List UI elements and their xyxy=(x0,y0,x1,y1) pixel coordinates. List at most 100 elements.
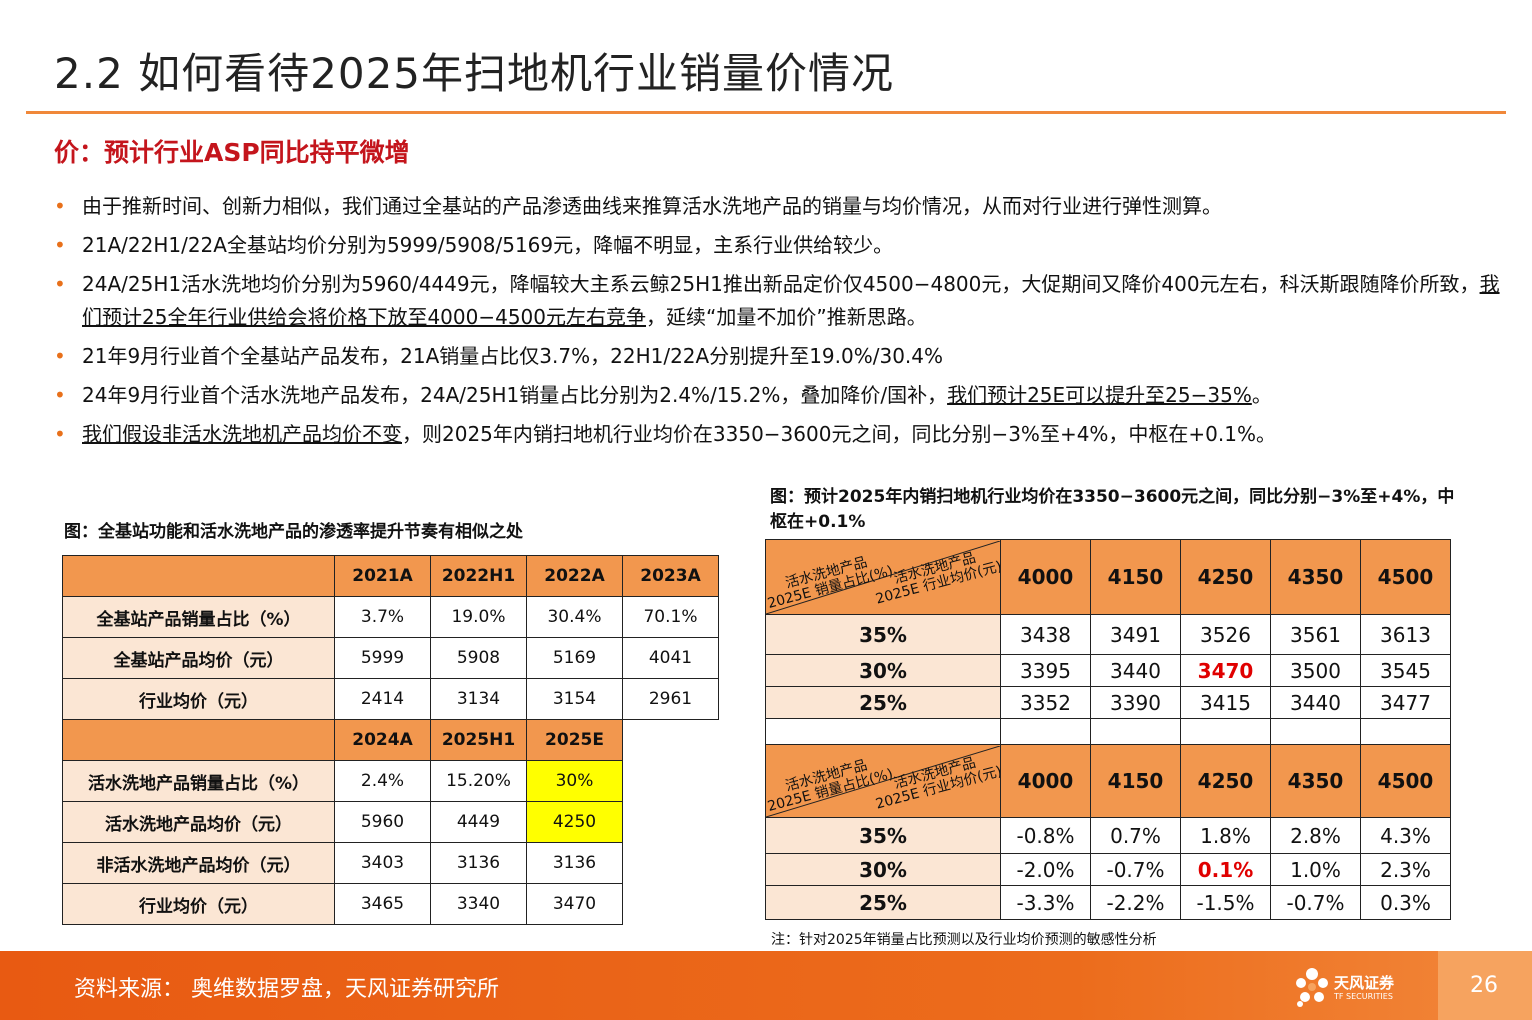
bullet-item: • 我们假设非活水洗地机产品均价不变，则2025年内销扫地机行业均价在3350−3… xyxy=(54,418,1514,451)
share-label: 30% xyxy=(765,853,1001,886)
table-cell: 0.7% xyxy=(1090,817,1181,854)
section-subtitle: 价：预计行业ASP同比持平微增 xyxy=(54,138,410,167)
table-header-cell: 2025E xyxy=(526,719,623,761)
share-label: 25% xyxy=(765,686,1001,719)
row-label: 行业均价（元） xyxy=(62,883,335,925)
table-cell: 1.8% xyxy=(1180,817,1271,854)
price-header-cell: 4350 xyxy=(1270,539,1361,615)
table-corner-cell xyxy=(62,555,335,597)
table-cell: 3.7% xyxy=(334,596,431,638)
table-cell: 3561 xyxy=(1270,614,1361,655)
table-cell: 2.4% xyxy=(334,760,431,802)
table-row: 全基站产品均价（元） 5999 5908 5169 4041 xyxy=(62,637,719,679)
share-label: 30% xyxy=(765,654,1001,687)
table-cell: 3491 xyxy=(1090,614,1181,655)
table-cell: 3352 xyxy=(1000,686,1091,719)
table-header-row: 活水洗地产品 2025E 行业均价(元) 活水洗地产品 2025E 销量占比(%) … xyxy=(765,539,1451,615)
table-cell: 5960 xyxy=(334,801,431,843)
bullet-item: • 由于推新时间、创新力相似，我们通过全基站的产品渗透曲线来推算活水洗地产品的销量… xyxy=(54,190,1514,223)
table-cell: 3154 xyxy=(526,678,623,720)
table-cell: 2414 xyxy=(334,678,431,720)
table-header-row: 2024A 2025H1 2025E xyxy=(62,719,719,761)
table-cell: 3500 xyxy=(1270,654,1361,687)
table-cell: 4041 xyxy=(622,637,719,679)
page-number-block xyxy=(1438,951,1532,1020)
table-row: 35% 3438 3491 3526 3561 3613 xyxy=(765,614,1451,655)
table-cell: 3340 xyxy=(430,883,527,925)
bullet-dot-icon: • xyxy=(54,422,66,446)
table-cell: 4449 xyxy=(430,801,527,843)
bullet-dot-icon: • xyxy=(54,233,66,257)
table-cell: 3390 xyxy=(1090,686,1181,719)
table-cell: 3545 xyxy=(1360,654,1451,687)
table-cell: -3.3% xyxy=(1000,885,1091,920)
share-label: 25% xyxy=(765,885,1001,920)
table-header-cell: 2021A xyxy=(334,555,431,597)
table-row: 全基站产品销量占比（%） 3.7% 19.0% 30.4% 70.1% xyxy=(62,596,719,638)
share-label: 35% xyxy=(765,614,1001,655)
page-title: 2.2 如何看待2025年扫地机行业销量价情况 xyxy=(54,49,895,98)
row-label: 行业均价（元） xyxy=(62,678,335,720)
bullet-list: • 由于推新时间、创新力相似，我们通过全基站的产品渗透曲线来推算活水洗地产品的销量… xyxy=(54,190,1514,457)
table-cell: 3440 xyxy=(1090,654,1181,687)
diagonal-header-cell: 活水洗地产品 2025E 行业均价(元) 活水洗地产品 2025E 销量占比(%) xyxy=(765,744,1001,818)
source-text: 资料来源： 奥维数据罗盘，天风证券研究所 xyxy=(74,977,499,1002)
table-row: 行业均价（元） 2414 3134 3154 2961 xyxy=(62,678,719,720)
table2-caption: 图：预计2025年内销扫地机行业均价在3350−3600元之间，同比分别−3%至… xyxy=(770,487,1455,532)
table-cell: 3470 xyxy=(526,883,623,925)
penetration-table: 2021A 2022H1 2022A 2023A 全基站产品销量占比（%） 3.… xyxy=(62,555,719,925)
table-cell: 4.3% xyxy=(1360,817,1451,854)
table-cell: 3526 xyxy=(1180,614,1271,655)
table1-caption: 图：全基站功能和活水洗地产品的渗透率提升节奏有相似之处 xyxy=(64,522,523,542)
table-header-cell: 2025H1 xyxy=(430,719,527,761)
price-header-cell: 4500 xyxy=(1360,744,1451,818)
bullet-dot-icon: • xyxy=(54,383,66,407)
table-cell: 3613 xyxy=(1360,614,1451,655)
highlighted-cell: 30% xyxy=(526,760,623,802)
bullet-item: • 24年9月行业首个活水洗地产品发布，24A/25H1销量占比分别为2.4%/1… xyxy=(54,379,1514,412)
table-header-cell: 2022H1 xyxy=(430,555,527,597)
row-label: 非活水洗地产品均价（元） xyxy=(62,842,335,884)
table-cell: 15.20% xyxy=(430,760,527,802)
diagonal-divider-icon xyxy=(766,745,1000,817)
sensitivity-table: 活水洗地产品 2025E 行业均价(元) 活水洗地产品 2025E 销量占比(%) … xyxy=(765,539,1451,920)
table-header-row: 活水洗地产品 2025E 行业均价(元) 活水洗地产品 2025E 销量占比(%) … xyxy=(765,744,1451,818)
logo-name: 天风证券 xyxy=(1334,974,1395,992)
table-header-cell: 2024A xyxy=(334,719,431,761)
bullet-dot-icon: • xyxy=(54,194,66,218)
table-cell: -0.8% xyxy=(1000,817,1091,854)
table-cell: 3395 xyxy=(1000,654,1091,687)
table-row: 非活水洗地产品均价（元） 3403 3136 3136 xyxy=(62,842,719,884)
price-header-cell: 4150 xyxy=(1090,539,1181,615)
flower-logo-icon xyxy=(1296,968,1328,1007)
highlighted-cell: 4250 xyxy=(526,801,623,843)
table-cell: 5999 xyxy=(334,637,431,679)
table-cell: -2.0% xyxy=(1000,853,1091,886)
table-header-row: 2021A 2022H1 2022A 2023A xyxy=(62,555,719,597)
table-cell: 3136 xyxy=(430,842,527,884)
table-cell: 0.3% xyxy=(1360,885,1451,920)
company-logo: 天风证券 TF SECURITIES xyxy=(1292,966,1412,1010)
price-header-cell: 4000 xyxy=(1000,539,1091,615)
diagonal-divider-icon xyxy=(766,540,1000,614)
bullet-dot-icon: • xyxy=(54,344,66,368)
table-row: 行业均价（元） 3465 3340 3470 xyxy=(62,883,719,925)
bullet-item: • 21年9月行业首个全基站产品发布，21A销量占比仅3.7%，22H1/22A分… xyxy=(54,340,1514,373)
row-label: 全基站产品销量占比（%） xyxy=(62,596,335,638)
diagonal-header-cell: 活水洗地产品 2025E 行业均价(元) 活水洗地产品 2025E 销量占比(%) xyxy=(765,539,1001,615)
bullet-dot-icon: • xyxy=(54,272,66,296)
page-number: 26 xyxy=(1470,973,1498,998)
table-header-cell: 2022A xyxy=(526,555,623,597)
table-cell: 3438 xyxy=(1000,614,1091,655)
table-cell: 3403 xyxy=(334,842,431,884)
table-cell: 3477 xyxy=(1360,686,1451,719)
share-label: 35% xyxy=(765,817,1001,854)
price-header-cell: 4500 xyxy=(1360,539,1451,615)
table-cell: 19.0% xyxy=(430,596,527,638)
table-row: 35% -0.8% 0.7% 1.8% 2.8% 4.3% xyxy=(765,817,1451,854)
price-header-cell: 4000 xyxy=(1000,744,1091,818)
table-row: 25% 3352 3390 3415 3440 3477 xyxy=(765,686,1451,719)
price-header-cell: 4150 xyxy=(1090,744,1181,818)
price-header-cell: 4250 xyxy=(1180,744,1271,818)
bullet-item: • 21A/22H1/22A全基站均价分别为5999/5908/5169元，降幅不… xyxy=(54,229,1514,262)
